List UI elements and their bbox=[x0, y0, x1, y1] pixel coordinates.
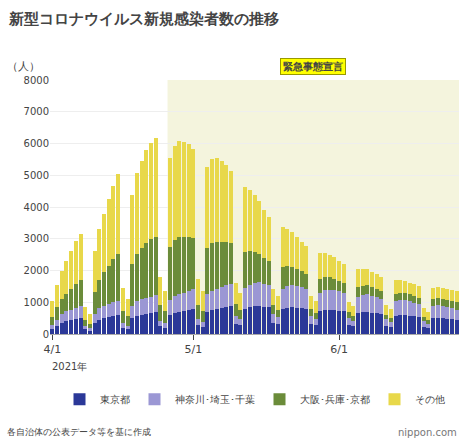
svg-text:その他: その他 bbox=[415, 394, 445, 405]
svg-text:神奈川･埼玉･千葉: 神奈川･埼玉･千葉 bbox=[175, 394, 255, 405]
svg-text:6/1: 6/1 bbox=[330, 343, 348, 356]
svg-text:3000: 3000 bbox=[24, 233, 49, 244]
svg-text:1000: 1000 bbox=[24, 297, 49, 308]
svg-text:東京都: 東京都 bbox=[100, 394, 130, 405]
svg-text:各自治体の公表データ等を基に作成: 各自治体の公表データ等を基に作成 bbox=[7, 427, 151, 437]
svg-text:nippon.com: nippon.com bbox=[398, 427, 457, 438]
svg-text:6000: 6000 bbox=[24, 138, 49, 149]
svg-text:2021年: 2021年 bbox=[52, 361, 87, 372]
svg-text:（人）: （人） bbox=[7, 60, 40, 73]
svg-text:新型コロナウイルス新規感染者数の推移: 新型コロナウイルス新規感染者数の推移 bbox=[8, 10, 279, 28]
svg-text:緊急事態宣言: 緊急事態宣言 bbox=[283, 61, 343, 72]
svg-text:4/1: 4/1 bbox=[43, 343, 61, 356]
svg-text:5/1: 5/1 bbox=[185, 343, 203, 356]
svg-text:5000: 5000 bbox=[24, 170, 49, 181]
svg-text:4000: 4000 bbox=[24, 202, 49, 213]
svg-text:2000: 2000 bbox=[24, 265, 49, 276]
svg-text:8000: 8000 bbox=[24, 75, 49, 86]
svg-text:7000: 7000 bbox=[24, 106, 49, 117]
svg-text:大阪･兵庫･京都: 大阪･兵庫･京都 bbox=[300, 394, 370, 405]
svg-text:0: 0 bbox=[43, 329, 49, 340]
